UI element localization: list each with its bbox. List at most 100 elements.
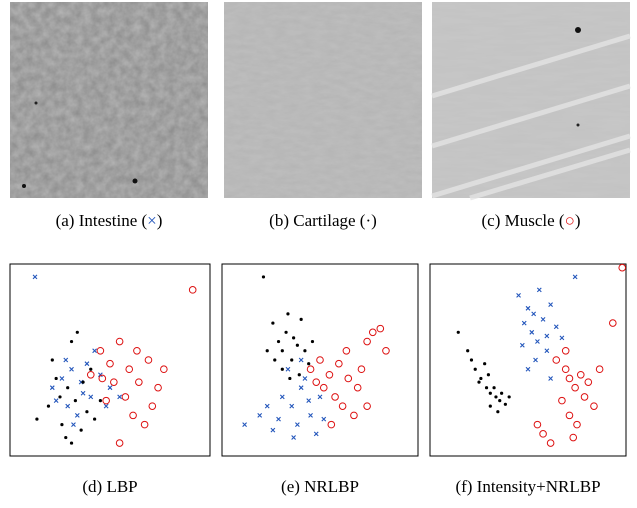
- caption-part: (a) Intestine (: [56, 211, 148, 230]
- point-x: [103, 403, 109, 409]
- point-x: [84, 361, 90, 367]
- point-circle: [110, 378, 118, 386]
- point-x: [63, 357, 69, 363]
- point-dot: [273, 358, 277, 362]
- point-dot: [469, 358, 474, 362]
- point-dot: [81, 380, 85, 384]
- point-circle: [98, 374, 107, 383]
- point-circle: [584, 378, 593, 386]
- point-dot: [466, 349, 470, 353]
- point-circle: [609, 319, 617, 327]
- point-dot: [486, 373, 491, 377]
- point-dot: [35, 417, 39, 421]
- image-caption: (b) Cartilage (·): [269, 211, 377, 230]
- image-muscle: [431, 2, 631, 201]
- point-dot: [290, 358, 294, 362]
- point-circle: [363, 402, 371, 410]
- plot-frame: [9, 263, 211, 457]
- point-x: [548, 376, 554, 381]
- point-circle: [571, 383, 579, 392]
- point-x: [548, 302, 554, 308]
- point-dot: [93, 417, 97, 421]
- point-x: [516, 292, 521, 298]
- point-dot: [297, 373, 301, 377]
- point-circle: [102, 396, 110, 405]
- point-x: [92, 348, 98, 354]
- point-x: [270, 427, 276, 433]
- point-circle: [133, 346, 141, 355]
- point-dot: [85, 410, 89, 414]
- point-x: [53, 398, 59, 404]
- point-x: [257, 412, 263, 418]
- point-x: [544, 333, 550, 339]
- point-x: [519, 342, 525, 348]
- point-circle: [618, 263, 627, 272]
- point-circle: [558, 396, 566, 405]
- image-cartilage: [224, 2, 422, 198]
- point-circle: [561, 365, 570, 374]
- point-dot: [503, 402, 507, 406]
- point-dot: [498, 399, 502, 403]
- point-circle: [316, 356, 324, 364]
- caption-part: (b) Cartilage (: [269, 211, 366, 230]
- point-x: [291, 435, 297, 440]
- point-dot: [54, 376, 58, 381]
- image-caption: (c) Muscle (○): [481, 211, 580, 230]
- point-x: [544, 348, 550, 354]
- point-circle: [96, 346, 105, 355]
- point-circle: [160, 365, 168, 374]
- point-circle: [335, 359, 343, 368]
- point-circle: [561, 346, 570, 355]
- point-dot: [69, 339, 74, 344]
- point-circle: [106, 359, 114, 368]
- point-x: [74, 412, 80, 418]
- point-x: [521, 320, 527, 326]
- point-dot: [271, 321, 275, 325]
- caption-part: ): [157, 211, 163, 230]
- image-caption: (a) Intestine (×): [56, 211, 163, 230]
- point-dot: [483, 362, 487, 366]
- point-circle: [306, 365, 315, 374]
- point-dot: [492, 386, 496, 390]
- point-dot: [484, 386, 489, 390]
- point-circle: [129, 411, 137, 420]
- point-dot: [303, 349, 307, 353]
- point-dot: [280, 349, 284, 353]
- point-x: [553, 324, 559, 330]
- point-circle: [135, 378, 143, 386]
- point-dot: [276, 339, 281, 344]
- point-x: [529, 329, 535, 335]
- point-circle: [565, 411, 574, 420]
- caption-part: ○: [565, 211, 575, 230]
- point-circle: [121, 393, 130, 401]
- plot-caption: (d) LBP: [82, 477, 137, 496]
- caption-part: ): [575, 211, 581, 230]
- point-circle: [539, 430, 547, 438]
- point-dot: [473, 367, 477, 371]
- point-dot: [265, 349, 269, 353]
- point-circle: [325, 370, 334, 379]
- point-circle: [344, 374, 353, 383]
- plot-frame: [429, 263, 627, 457]
- caption-part: ×: [147, 211, 157, 230]
- point-x: [276, 416, 281, 422]
- point-x: [107, 385, 113, 391]
- plot-frame: [221, 263, 419, 457]
- point-dot: [286, 312, 290, 316]
- point-x: [242, 422, 248, 428]
- point-circle: [533, 420, 542, 429]
- point-dot: [64, 435, 68, 440]
- point-circle: [319, 383, 328, 392]
- point-circle: [140, 420, 149, 429]
- point-dot: [89, 367, 93, 371]
- point-circle: [342, 346, 351, 355]
- point-x: [49, 385, 55, 391]
- point-circle: [573, 420, 581, 429]
- caption-part: ): [371, 211, 377, 230]
- point-circle: [590, 402, 598, 410]
- point-circle: [353, 383, 362, 392]
- point-x: [264, 403, 270, 409]
- point-x: [294, 422, 300, 428]
